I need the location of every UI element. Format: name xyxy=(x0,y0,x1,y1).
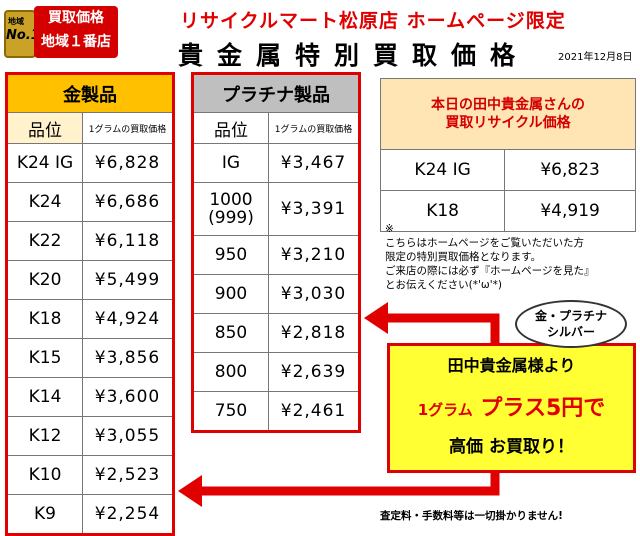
gold-row: K22 ¥6,118 xyxy=(6,221,174,261)
platinum-price: ¥3,391 xyxy=(268,182,360,236)
platinum-row: 850 ¥2,818 xyxy=(192,313,360,353)
platinum-grade: 850 xyxy=(192,313,269,353)
platinum-price: ¥2,461 xyxy=(268,391,360,432)
tanaka-grade: K18 xyxy=(379,190,506,232)
tanaka-heading-line2: 買取リサイクル価格 xyxy=(445,115,571,131)
tanaka-heading: 本日の田中貴金属さんの 買取リサイクル価格 xyxy=(380,78,636,150)
badge-big: No.1 xyxy=(6,28,40,43)
no1-medal: 地域 No.1 xyxy=(4,10,40,58)
notice-line1: こちらはホームページをご覧いただいた方 xyxy=(385,237,584,249)
promo-plus: プラス5円で xyxy=(480,396,606,421)
gold-price: ¥6,686 xyxy=(82,182,174,222)
notice-mark: ※ xyxy=(385,223,394,235)
gold-price: ¥6,828 xyxy=(82,143,174,183)
gold-col-grade: 品位 xyxy=(6,112,83,144)
promo-line3: 高価 お買取り！ xyxy=(449,437,574,457)
tanaka-heading-line1: 本日の田中貴金属さんの xyxy=(431,97,585,113)
promo-gram: 1グラム xyxy=(417,401,473,419)
store-header: リサイクルマート松原店 ホームページ限定 xyxy=(180,10,566,32)
promo-line2: 1グラム プラス5円で xyxy=(390,390,633,422)
gold-grade: K20 xyxy=(6,260,83,300)
notice-line3: ご来店の際には必ず『ホームページを見た』 xyxy=(385,265,595,277)
gold-row: K24 ¥6,686 xyxy=(6,182,174,222)
notice-line2: 限定の特別買取価格となります。 xyxy=(385,251,542,263)
platinum-grade: 750 xyxy=(192,391,269,432)
tanaka-price: ¥4,919 xyxy=(504,190,636,232)
gold-price: ¥5,499 xyxy=(82,260,174,300)
gold-row: K20 ¥5,499 xyxy=(6,260,174,300)
tanaka-grade: K24 IG xyxy=(379,149,506,191)
gold-grade: K22 xyxy=(6,221,83,261)
arrow-head-900 xyxy=(364,302,388,334)
gold-row: K12 ¥3,055 xyxy=(6,416,174,456)
gold-price: ¥3,600 xyxy=(82,377,174,417)
bubble-line1: 金・プラチナ xyxy=(534,309,607,323)
promo-line1: 田中貴金属様より xyxy=(447,356,576,375)
date-label: 2021年12月8日 xyxy=(558,52,633,63)
badge-label: 買取価格 地域１番店 xyxy=(34,6,118,58)
metals-bubble: 金・プラチナ シルバー xyxy=(515,300,627,348)
platinum-row: 800 ¥2,639 xyxy=(192,352,360,392)
tanaka-row: K24 IG ¥6,823 xyxy=(379,149,636,191)
fee-notice: 査定料・手数料等は一切掛かりません! xyxy=(380,510,563,522)
arrow-head-k9 xyxy=(178,475,202,507)
badge-small: 地域 xyxy=(8,17,24,26)
gold-grade: K14 xyxy=(6,377,83,417)
arrow-to-k9 xyxy=(200,467,500,496)
notice-line4: とお伝えください(*'ω'*) xyxy=(385,279,502,291)
gold-row: K10 ¥2,523 xyxy=(6,455,174,495)
platinum-row: 1000 (999) ¥3,391 xyxy=(192,182,360,236)
platinum-grade: 900 xyxy=(192,274,269,314)
gold-row: K15 ¥3,856 xyxy=(6,338,174,378)
promo-box: 田中貴金属様より 1グラム プラス5円で 高価 お買取り！ xyxy=(387,343,636,473)
platinum-row: 950 ¥3,210 xyxy=(192,235,360,275)
gold-grade: K15 xyxy=(6,338,83,378)
tanaka-reference-table: 本日の田中貴金属さんの 買取リサイクル価格 K24 IG ¥6,823 K18 ¥4,… xyxy=(379,78,636,232)
arrow-to-900 xyxy=(385,313,500,343)
gold-grade: K12 xyxy=(6,416,83,456)
platinum-grade: 800 xyxy=(192,352,269,392)
no1-badge: 地域 No.1 買取価格 地域１番店 xyxy=(4,4,118,62)
gold-price: ¥2,523 xyxy=(82,455,174,495)
gold-grade: K24 IG xyxy=(6,143,83,183)
platinum-grade: IG xyxy=(192,143,269,183)
platinum-price-table: プラチナ製品 品位 1グラムの買取価格 IG ¥3,467 1000 (999) ¥3… xyxy=(191,72,361,433)
gold-price: ¥4,924 xyxy=(82,299,174,339)
gold-row: K24 IG ¥6,828 xyxy=(6,143,174,183)
platinum-grade: 950 xyxy=(192,235,269,275)
page-title: 貴金属特別買取価格 xyxy=(178,41,530,70)
platinum-table-title: プラチナ製品 xyxy=(192,73,360,113)
bubble-line2: シルバー xyxy=(546,325,595,339)
badge-line1: 買取価格 xyxy=(48,10,104,26)
badge-line2: 地域１番店 xyxy=(41,34,111,50)
platinum-row: 750 ¥2,461 xyxy=(192,391,360,432)
gold-row: K14 ¥3,600 xyxy=(6,377,174,417)
gold-price: ¥3,856 xyxy=(82,338,174,378)
tanaka-row: K18 ¥4,919 xyxy=(379,190,636,232)
gold-grade: K10 xyxy=(6,455,83,495)
gold-price: ¥6,118 xyxy=(82,221,174,261)
platinum-grade: 1000 (999) xyxy=(192,182,269,236)
platinum-price: ¥2,818 xyxy=(268,313,360,353)
gold-grade: K24 xyxy=(6,182,83,222)
notice-text: ※ こちらはホームページをご覧いただいた方 限定の特別買取価格となります。 ご来… xyxy=(385,222,635,292)
